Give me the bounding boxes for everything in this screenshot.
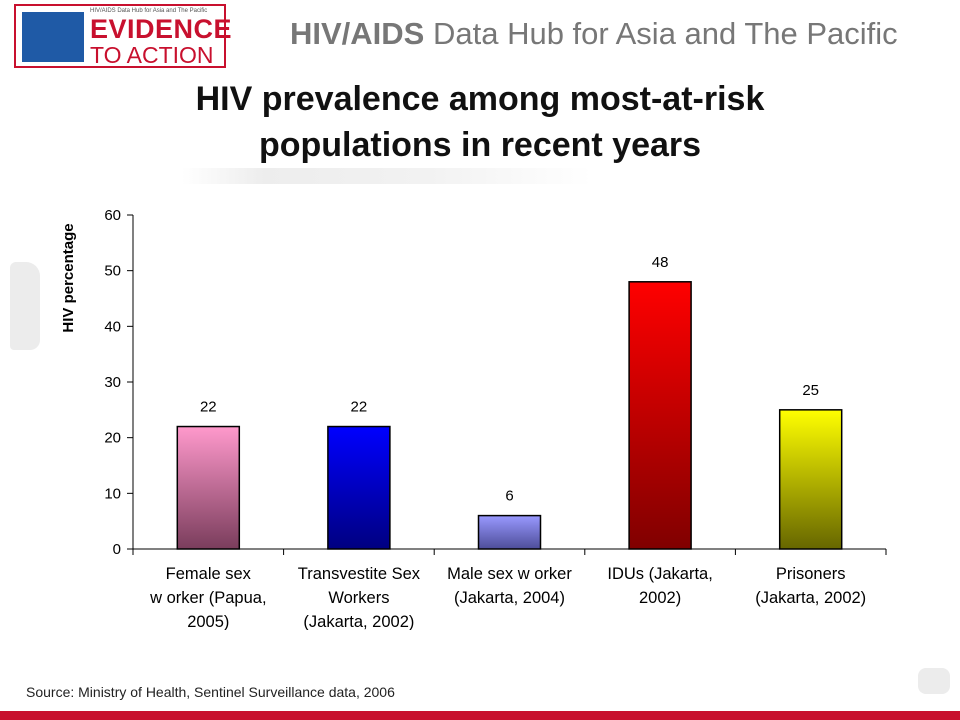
y-tick-label: 20 <box>104 430 121 447</box>
category-label: Male sex w orker (Jakarta, 2004) <box>447 565 572 607</box>
bar-chart: 0 10 20 30 40 50 60 HIV percentage 22 Female sex w… <box>60 207 887 630</box>
background-map-strip <box>182 168 592 184</box>
background-map-corner <box>918 668 950 694</box>
footer-bar <box>0 711 960 720</box>
y-tick-label: 60 <box>104 207 121 224</box>
y-tick-label: 50 <box>104 263 121 280</box>
bar <box>778 409 843 550</box>
data-label: 6 <box>505 488 513 505</box>
slide-title: HIV prevalence among most-at-risk popula… <box>195 80 765 164</box>
bar <box>176 425 241 550</box>
y-tick-label: 40 <box>104 318 121 335</box>
un-emblem-icon <box>22 12 84 62</box>
source-note: Source: Ministry of Health, Sentinel Sur… <box>26 684 395 700</box>
background-map-left <box>10 262 40 350</box>
evidence-to-action-logo: HIV/AIDS Data Hub for Asia and The Pacif… <box>14 4 232 68</box>
hub-title: HIV/AIDS Data Hub for Asia and The Pacif… <box>290 16 898 52</box>
category-label: Prisoners (Jakarta, 2002) <box>755 565 866 607</box>
bar <box>327 425 391 550</box>
category-label: IDUs (Jakarta, 2002) <box>607 565 712 607</box>
data-label: 22 <box>200 399 217 416</box>
logo-action-text: TO ACTION <box>90 42 214 68</box>
hub-title-rest: Data Hub for Asia and The Pacific <box>424 16 898 51</box>
y-tick-label: 30 <box>104 374 121 391</box>
bar <box>477 514 542 550</box>
category-label: Female sex w orker (Papua, 2005) <box>149 565 266 630</box>
logo-small-text: HIV/AIDS Data Hub for Asia and The Pacif… <box>90 8 208 14</box>
data-label: 48 <box>652 254 669 271</box>
hub-title-bold: HIV/AIDS <box>290 16 425 51</box>
data-label: 22 <box>351 399 368 416</box>
category-label: Transvestite Sex Workers (Jakarta, 2002) <box>298 565 421 630</box>
bar <box>628 281 692 550</box>
y-axis-label: HIV percentage <box>60 223 77 332</box>
y-tick-label: 10 <box>104 485 121 502</box>
data-label: 25 <box>802 382 819 399</box>
logo-evidence-text: EVIDENCE <box>90 14 233 44</box>
y-tick-label: 0 <box>113 541 121 558</box>
